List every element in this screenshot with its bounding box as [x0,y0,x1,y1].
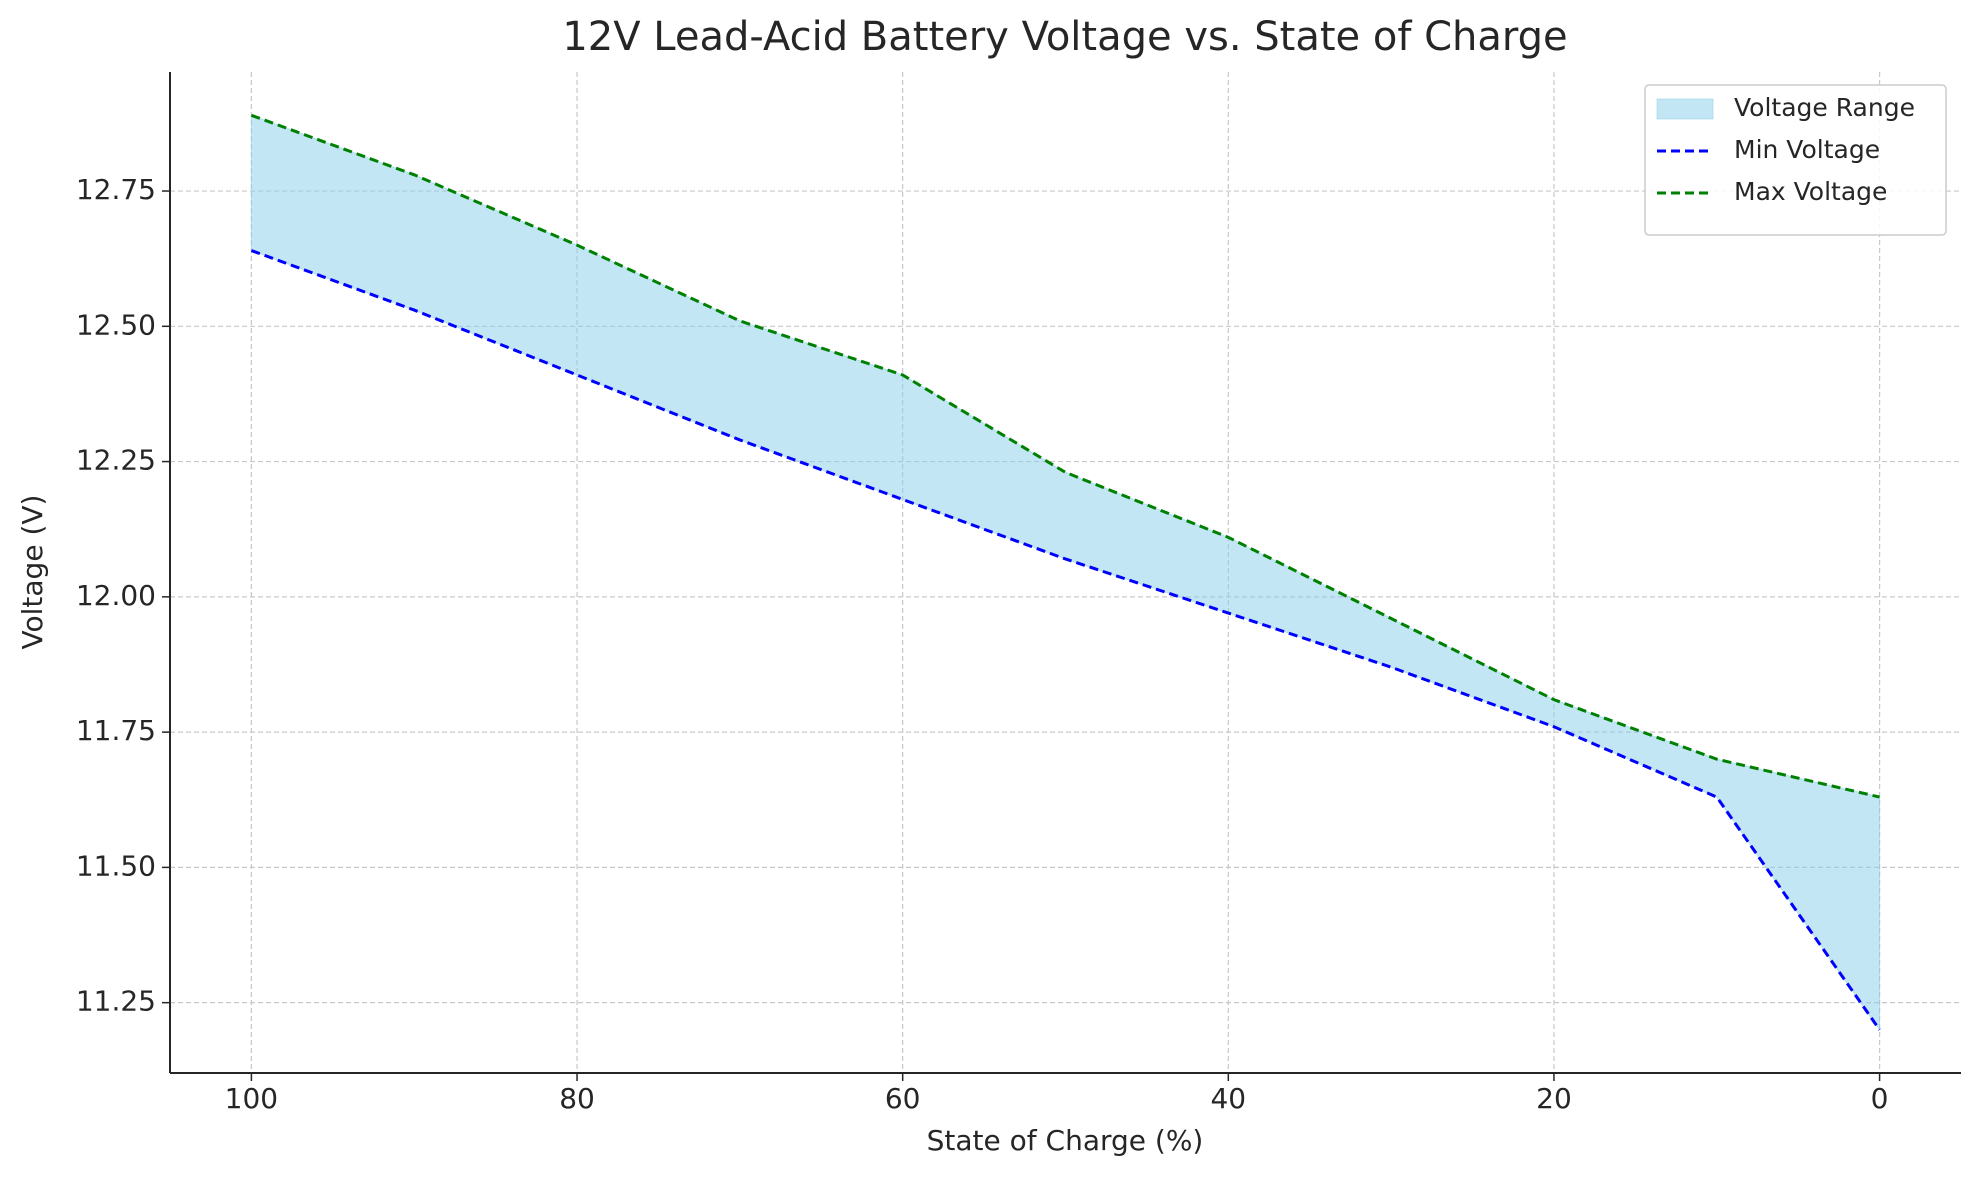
y-tick-label: 12.25 [76,444,156,477]
x-tick-label: 100 [225,1082,278,1115]
data-line [250,113,1880,799]
legend-swatch [1656,98,1714,120]
legend-label: Voltage Range [1734,93,1915,122]
y-tick-label: 12.50 [76,308,156,341]
y-tick-label: 12.00 [76,579,156,612]
y-tick-label: 11.50 [76,849,156,882]
y-tick-label: 11.75 [76,714,156,747]
legend-box [1644,84,1947,236]
y-tick-label: 11.25 [76,985,156,1018]
x-tick-label: 40 [1210,1082,1246,1115]
legend-label: Max Voltage [1734,177,1887,206]
x-tick-label: 20 [1536,1082,1572,1115]
x-axis-label: State of Charge (%) [927,1124,1204,1157]
legend-label: Min Voltage [1734,135,1880,164]
x-tick-label: 60 [885,1082,921,1115]
x-tick-label: 0 [1871,1082,1889,1115]
x-tick-label: 80 [559,1082,595,1115]
y-tick-label: 12.75 [76,173,156,206]
data-line [250,249,1881,1031]
chart-title: 12V Lead-Acid Battery Voltage vs. State … [562,14,1567,60]
y-axis-label: Voltage (V) [16,495,49,650]
range-area [250,114,1881,1032]
